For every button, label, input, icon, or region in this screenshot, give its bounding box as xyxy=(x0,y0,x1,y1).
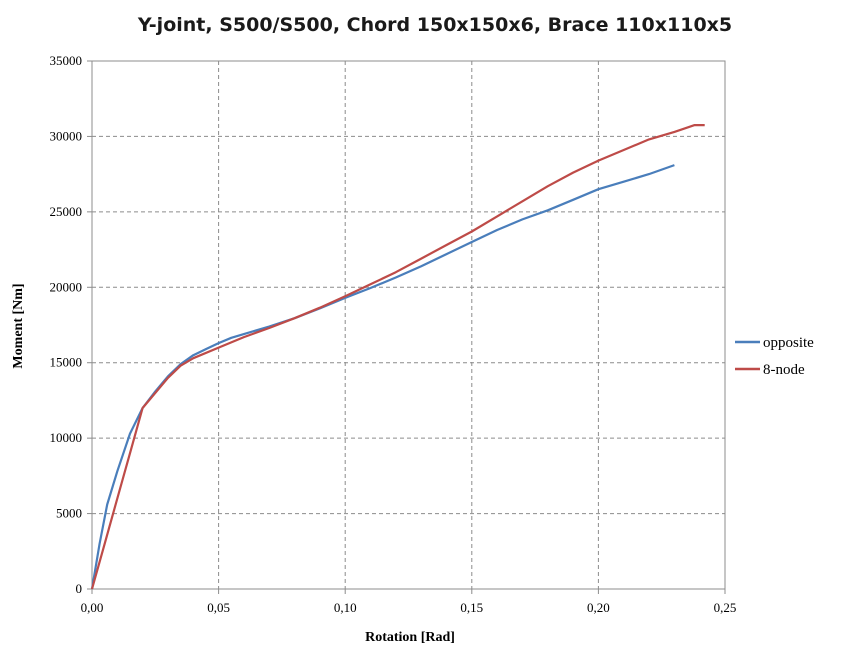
x-axis-label: Rotation [Rad] xyxy=(365,630,455,645)
axes xyxy=(87,60,726,594)
chart-title: Y-joint, S500/S500, Chord 150x150x6, Bra… xyxy=(137,14,732,36)
grid xyxy=(92,61,725,589)
series-lines xyxy=(90,124,705,590)
y-tick-labels: 0 5000 10000 15000 20000 25000 30000 35000 xyxy=(50,53,83,596)
y-axis-label: Moment [Nm] xyxy=(11,283,26,368)
series-line-8-node xyxy=(90,124,705,590)
legend: opposite 8-node xyxy=(735,335,814,378)
y-tick-label: 35000 xyxy=(50,53,83,68)
y-tick-label: 0 xyxy=(76,581,83,596)
plot-frame xyxy=(91,60,726,590)
x-tick-label: 0,05 xyxy=(207,600,230,615)
x-tick-label: 0,10 xyxy=(334,600,357,615)
y-tick-label: 20000 xyxy=(50,279,83,294)
y-tick-label: 10000 xyxy=(50,430,83,445)
x-tick-labels: 0,00 0,05 0,10 0,15 0,20 0,25 xyxy=(81,600,737,615)
y-tick-label: 5000 xyxy=(56,506,82,521)
x-tick-label: 0,25 xyxy=(714,600,737,615)
x-tick-label: 0,15 xyxy=(460,600,483,615)
y-tick-label: 25000 xyxy=(50,204,83,219)
y-tick-label: 30000 xyxy=(50,128,83,143)
y-tick-label: 15000 xyxy=(50,355,83,370)
legend-label-opposite: opposite xyxy=(763,335,814,351)
x-tick-label: 0,00 xyxy=(81,600,104,615)
legend-label-8-node: 8-node xyxy=(763,362,805,378)
x-tick-label: 0,20 xyxy=(587,600,610,615)
series-line-opposite xyxy=(90,164,675,590)
